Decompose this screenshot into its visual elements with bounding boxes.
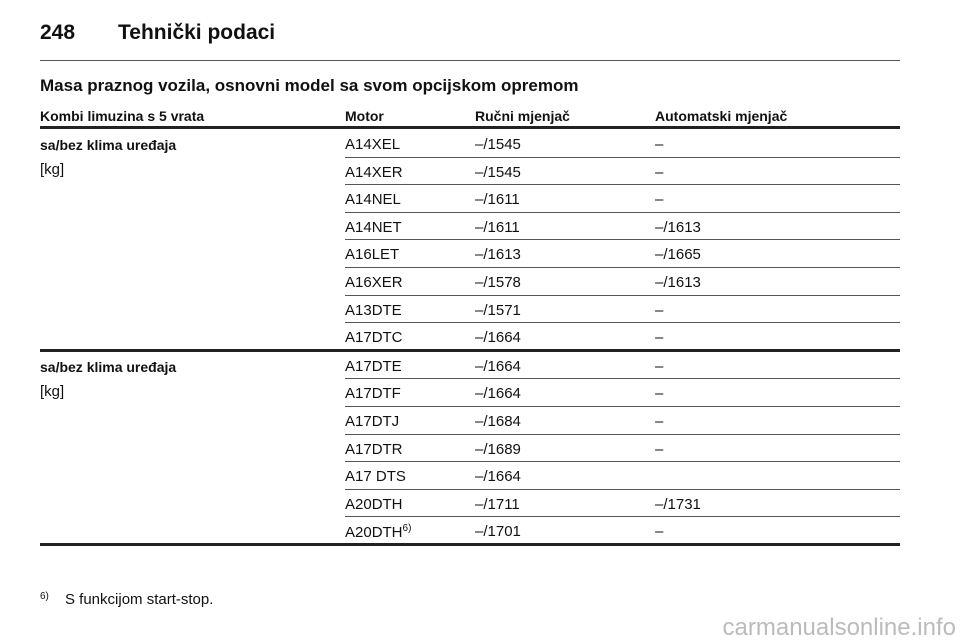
motor: A14NEL — [345, 191, 401, 209]
row-rule — [345, 294, 900, 296]
manual: –/1684 — [475, 413, 521, 430]
motor: A13DTE — [345, 301, 402, 319]
automatic: – — [655, 191, 664, 209]
motor: A17DTE — [345, 357, 402, 375]
column-header: Ručni mjenjač — [475, 108, 570, 124]
motor: A17DTF — [345, 385, 401, 403]
manual: –/1689 — [475, 440, 521, 458]
motor: A14XER — [345, 163, 403, 181]
row-rule — [345, 156, 900, 158]
manual: –/1545 — [475, 163, 521, 181]
group-unit: [kg] — [40, 161, 65, 178]
row-rule — [345, 322, 900, 324]
motor: A17DTJ — [345, 413, 400, 430]
row-rule — [345, 184, 900, 186]
row-rule — [345, 516, 900, 518]
manual: –/1613 — [475, 246, 521, 264]
manual: –/1545 — [475, 136, 521, 153]
footnote-marker: 6) — [40, 591, 49, 602]
section-title: Masa praznog vozila, osnovni model sa sv… — [40, 76, 579, 95]
page-number: 248 — [40, 21, 76, 44]
column-header: Automatski mjenjač — [655, 108, 788, 124]
group-label: sa/bez klima uređaja — [40, 358, 177, 375]
automatic: – — [655, 357, 664, 375]
automatic: –/1731 — [655, 495, 701, 513]
row-rule — [345, 433, 900, 435]
automatic: –/1665 — [655, 246, 701, 264]
automatic: –/1613 — [655, 274, 701, 291]
automatic: –/1613 — [655, 218, 701, 236]
motor: A20DTH6) — [345, 523, 412, 542]
automatic: – — [655, 329, 664, 347]
header-rule — [40, 60, 900, 61]
motor: A17 DTS — [345, 468, 406, 486]
row-rule — [345, 239, 900, 241]
footnote-ref: 6) — [402, 523, 412, 535]
group-label: sa/bez klima uređaja — [40, 137, 177, 153]
row-rule — [345, 267, 900, 268]
page-title: Tehnički podaci — [118, 21, 276, 44]
group-unit: [kg] — [40, 382, 65, 400]
manual: –/1571 — [475, 301, 521, 319]
automatic: – — [655, 385, 664, 403]
row-rule — [345, 461, 900, 463]
motor: A14NET — [345, 218, 402, 236]
group-rule — [40, 543, 900, 546]
table-rule — [40, 126, 900, 129]
group-rule — [40, 348, 900, 352]
manual: –/1578 — [475, 274, 521, 291]
motor: A17DTC — [345, 329, 403, 347]
automatic: – — [655, 413, 664, 430]
automatic: – — [655, 163, 664, 181]
footnote-text: S funkcijom start-stop. — [65, 591, 214, 608]
manual: –/1611 — [475, 191, 520, 209]
manual: –/1701 — [475, 523, 521, 541]
automatic: – — [655, 301, 664, 319]
manual: –/1664 — [475, 468, 521, 486]
motor: A16XER — [345, 274, 403, 291]
row-rule — [345, 211, 900, 213]
automatic: – — [655, 136, 664, 153]
automatic: – — [655, 523, 664, 541]
motor: A17DTR — [345, 440, 403, 458]
column-header: Kombi limuzina s 5 vrata — [40, 108, 205, 124]
watermark: carmanualsonline.info — [722, 614, 956, 641]
motor: A20DTH — [345, 495, 403, 513]
manual: –/1664 — [475, 357, 521, 375]
row-rule — [345, 378, 900, 380]
manual: –/1611 — [475, 218, 520, 236]
manual: –/1664 — [475, 329, 521, 347]
manual: –/1711 — [475, 495, 520, 513]
manual: –/1664 — [475, 385, 521, 403]
motor: A16LET — [345, 246, 400, 264]
automatic: – — [655, 440, 664, 458]
row-rule — [345, 406, 900, 407]
column-header: Motor — [345, 108, 384, 124]
row-rule — [345, 488, 900, 490]
motor: A14XEL — [345, 136, 401, 153]
